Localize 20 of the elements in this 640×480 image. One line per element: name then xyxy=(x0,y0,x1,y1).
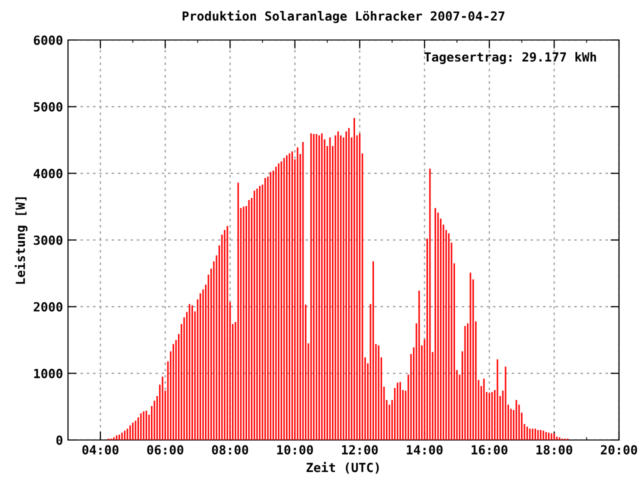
y-tick-label: 5000 xyxy=(34,102,62,112)
y-tick-label: 0 xyxy=(56,435,62,445)
y-axis-title: Leistung [W] xyxy=(14,197,28,284)
x-tick-label: 14:00 xyxy=(406,445,443,455)
x-tick-label: 04:00 xyxy=(82,445,118,455)
x-axis-title: Zeit (UTC) xyxy=(306,462,379,474)
x-tick-label: 10:00 xyxy=(277,445,313,455)
chart-title: Produktion Solaranlage Löhracker 2007-04-27 xyxy=(182,10,504,24)
y-tick-label: 3000 xyxy=(34,235,62,245)
y-tick-label: 4000 xyxy=(34,168,62,178)
y-tick-label: 1000 xyxy=(34,368,62,378)
y-tick-label: 2000 xyxy=(34,302,62,312)
x-tick-label: 08:00 xyxy=(212,445,248,455)
y-tick-label: 6000 xyxy=(34,35,62,45)
x-tick-label: 20:00 xyxy=(600,445,638,455)
annotation: Tagesertrag: 29.177 kWh xyxy=(424,52,596,64)
x-tick-label: 16:00 xyxy=(472,445,508,455)
x-tick-label: 06:00 xyxy=(147,445,184,455)
x-tick-label: 18:00 xyxy=(536,445,572,455)
x-tick-label: 12:00 xyxy=(342,445,378,455)
